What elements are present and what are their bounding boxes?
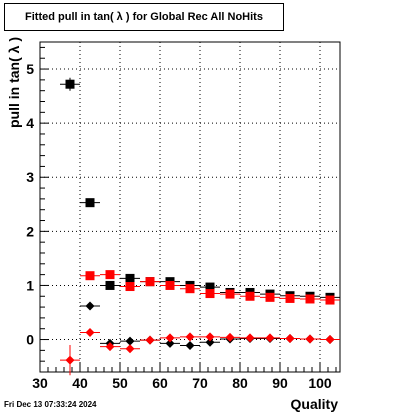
data-point-diamond [305, 334, 315, 344]
x-tick-label: 60 [152, 375, 168, 391]
data-point-diamond [85, 328, 95, 338]
data-point-diamond [185, 332, 195, 342]
chart-title: Fitted pull in tan( λ ) for Global Rec A… [4, 3, 284, 31]
y-tick-label: 1 [26, 277, 34, 293]
data-point-square [265, 292, 275, 302]
y-tick-label: 4 [26, 115, 34, 131]
data-point-diamond [205, 332, 215, 342]
data-point-diamond [125, 336, 135, 346]
y-tick-label: 5 [26, 61, 34, 77]
data-point-square [245, 291, 255, 301]
data-point-diamond [65, 355, 75, 365]
data-point-diamond [85, 301, 95, 311]
data-point-diamond [205, 337, 215, 347]
x-tick-label: 30 [32, 375, 48, 391]
data-point-square [185, 284, 195, 294]
data-point-square [205, 282, 215, 292]
data-point-square [165, 280, 175, 290]
data-point-square [125, 273, 135, 283]
x-axis-label: Quality [290, 396, 338, 412]
y-axis-label: pull in tan( λ ) [6, 37, 22, 128]
data-point-diamond [225, 332, 235, 342]
y-tick-label: 3 [26, 169, 34, 185]
data-point-square [105, 270, 115, 280]
data-point-diamond [245, 333, 255, 343]
data-point-square [105, 280, 115, 290]
data-point-square [145, 277, 155, 287]
x-tick-label: 90 [272, 375, 288, 391]
axes: 30 40 50 60 70 80 90 100 0 1 2 3 4 5 [26, 46, 337, 391]
timestamp: Fri Dec 13 07:33:24 2024 [4, 400, 97, 409]
data-point-square [285, 293, 295, 303]
data-point-diamond [125, 344, 135, 354]
plot-frame [39, 41, 341, 373]
data-point-diamond [105, 342, 115, 352]
data-point-square [85, 271, 95, 281]
data-point-diamond [185, 340, 195, 350]
x-tick-label: 80 [232, 375, 248, 391]
data-point-diamond [285, 333, 295, 343]
x-tick-label: 40 [72, 375, 88, 391]
y-tick-label: 0 [26, 332, 34, 348]
data-point-square [325, 295, 335, 305]
data-point-square [205, 289, 215, 299]
data-point-diamond [165, 333, 175, 343]
data-marks [60, 77, 340, 376]
data-point-square [125, 282, 135, 292]
data-point-diamond [325, 335, 335, 345]
x-tick-label: 70 [192, 375, 208, 391]
data-point-diamond [145, 335, 155, 345]
data-point-square [65, 79, 75, 89]
y-tick-label: 2 [26, 223, 34, 239]
x-tick-label: 50 [112, 375, 128, 391]
data-point-diamond [165, 338, 175, 348]
data-point-square [85, 198, 95, 208]
data-point-square [225, 289, 235, 299]
x-tick-label: 100 [308, 375, 332, 391]
data-point-square [305, 294, 315, 304]
data-point-diamond [265, 333, 275, 343]
